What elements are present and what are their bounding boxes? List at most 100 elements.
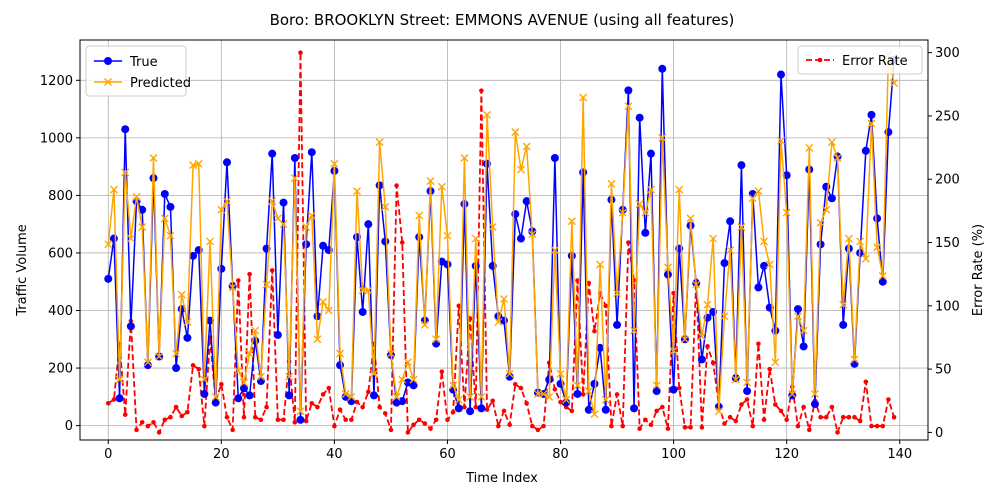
data-point-error-rate [394,183,399,188]
data-point-error-rate [388,427,394,433]
data-point-error-rate [450,409,456,415]
y-axis-title: Traffic Volume [15,224,30,317]
data-point-true [850,359,859,368]
data-point-error-rate [360,404,365,410]
data-point-predicted [799,326,808,335]
data-point-error-rate [886,397,891,402]
data-point-true [624,86,633,95]
data-point-true [641,228,650,237]
data-point-predicted [115,375,124,384]
legend-error-marker [817,57,823,63]
data-point-predicted [279,220,288,229]
data-point-predicted [206,237,215,246]
data-point-true [793,305,802,314]
data-point-error-rate [767,366,773,372]
data-point-error-rate [190,363,196,368]
data-point-true [652,387,661,396]
data-point-predicted [341,389,350,398]
data-point-predicted [256,372,265,381]
legend-error-label: Error Rate [842,54,908,69]
data-point-predicted [319,297,328,306]
y-tick-label: 0 [65,419,73,434]
data-point-predicted [109,185,118,194]
data-point-predicted [172,349,181,358]
data-point-true [471,261,480,270]
data-point-true [409,381,418,390]
data-point-error-rate [202,423,207,429]
legend-predicted-marker [104,78,112,86]
data-point-predicted [567,217,576,226]
data-point-error-rate [309,400,315,406]
data-point-true [630,404,639,413]
data-point-true [138,205,147,214]
data-point-predicted [443,231,452,240]
data-point-predicted [646,185,655,194]
data-point-error-rate [445,417,450,423]
data-point-true [596,343,605,352]
data-point-predicted [760,237,769,246]
data-point-true [217,264,226,273]
data-point-error-rate [665,426,671,431]
data-point-error-rate [529,423,535,429]
x-axis-title: Time Index [465,471,538,486]
data-point-error-rate [727,414,733,420]
data-point-predicted [861,254,870,263]
legend-true-label: True [129,55,158,70]
data-point-error-rate [303,418,309,424]
data-point-error-rate [891,414,897,420]
data-point-predicted [449,381,458,390]
data-point-true [126,322,135,331]
data-point-true [590,379,599,388]
y-tick-label: 1200 [40,74,73,89]
data-point-true [777,70,786,79]
data-point-true [646,149,655,158]
data-point-predicted [268,197,277,206]
y2-tick-label: 50 [935,363,952,378]
data-point-predicted [466,392,475,401]
data-point-true [381,237,390,246]
data-point-true [500,316,508,325]
data-point-error-rate [134,427,139,433]
data-point-error-rate [739,402,744,407]
data-point-error-rate [603,303,609,309]
data-point-predicted [386,349,395,358]
data-point-error-rate [292,419,298,425]
data-point-true [466,407,475,416]
chart-title: Boro: BROOKLYN Street: EMMONS AVENUE (us… [270,11,735,29]
data-point-error-rate [575,278,580,283]
data-point-true [550,153,559,162]
data-point-error-rate [682,425,688,430]
data-point-error-rate [337,407,343,412]
data-point-predicted [262,280,271,289]
data-point-predicted [290,174,299,183]
data-point-error-rate [269,268,275,273]
data-point-predicted [680,335,689,344]
data-point-error-rate [490,398,495,404]
data-point-error-rate [422,421,428,426]
data-point-error-rate [145,423,151,429]
data-point-error-rate [298,50,303,55]
y-tick-label: 600 [48,246,73,261]
data-point-predicted [748,194,757,203]
x-tick-label: 60 [439,447,456,462]
data-point-predicted [777,136,786,145]
data-point-error-rate [643,417,648,423]
data-point-true [239,384,248,393]
data-point-true [810,400,819,409]
data-point-predicted [878,271,887,280]
data-point-error-rate [162,417,168,423]
data-point-predicted [189,161,198,170]
y2-tick-label: 100 [935,299,960,314]
y-tick-label: 200 [48,362,73,377]
data-point-predicted [500,294,508,303]
data-point-error-rate [733,418,739,424]
data-point-true [432,339,441,348]
data-point-predicted [562,395,571,404]
data-point-true [222,158,231,167]
data-point-true [477,404,486,413]
x-tick-label: 140 [887,447,912,462]
data-point-predicted [856,237,865,246]
y2-tick-label: 150 [935,236,960,251]
data-point-predicted [663,263,672,272]
plot-area [104,50,899,435]
